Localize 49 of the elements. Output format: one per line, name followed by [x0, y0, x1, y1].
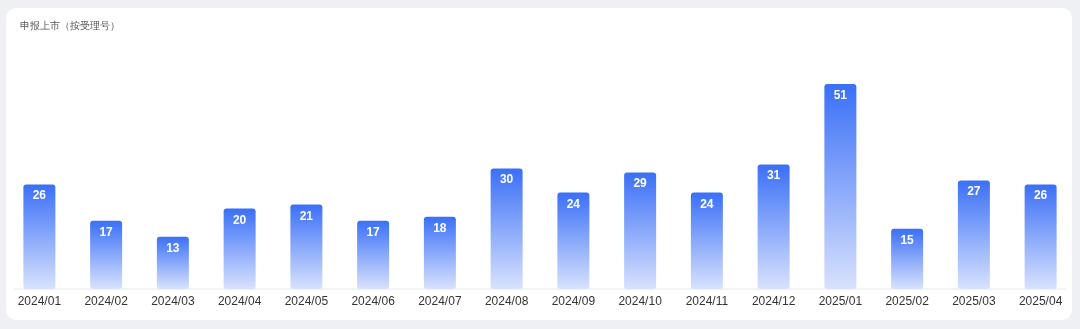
bar	[90, 220, 123, 289]
bar	[1024, 184, 1057, 289]
bar	[557, 192, 590, 289]
bar	[290, 204, 323, 289]
x-tick-label: 2024/09	[551, 294, 596, 308]
x-tick-label: 2024/06	[351, 294, 396, 308]
bar	[624, 172, 657, 289]
x-tick-label: 2024/01	[17, 294, 62, 308]
x-tick-label: 2024/10	[618, 294, 663, 308]
bar	[23, 184, 56, 289]
bar	[690, 192, 723, 289]
data-label: 13	[166, 240, 180, 255]
x-tick-label: 2025/01	[818, 294, 863, 308]
data-label: 27	[967, 184, 981, 199]
x-tick-label: 2024/07	[418, 294, 462, 308]
data-label: 17	[99, 224, 114, 239]
x-tick-label: 2024/12	[751, 294, 796, 308]
bar	[357, 220, 390, 289]
x-tick-label: 2025/02	[885, 294, 930, 308]
x-tick-label: 2025/04	[1018, 294, 1063, 308]
bar	[957, 180, 990, 289]
data-label: 29	[633, 176, 648, 191]
x-tick-label: 2024/11	[685, 294, 729, 308]
x-tick-label: 2024/08	[484, 294, 529, 308]
data-label: 26	[32, 188, 47, 203]
x-tick-label: 2024/02	[84, 294, 129, 308]
data-label: 31	[766, 168, 781, 183]
data-label: 15	[900, 232, 915, 247]
bar	[490, 168, 523, 289]
data-label: 51	[833, 88, 848, 102]
data-label: 30	[499, 172, 514, 187]
bar	[156, 236, 189, 289]
bar	[891, 228, 924, 289]
chart-title: 申报上市（按受理号）	[20, 20, 120, 31]
data-label: 17	[366, 224, 381, 239]
data-label: 20	[232, 212, 247, 227]
bar	[824, 84, 857, 289]
data-label: 21	[299, 208, 314, 223]
bar	[423, 216, 456, 289]
x-tick-label: 2024/03	[151, 294, 195, 308]
x-tick-label: 2025/03	[952, 294, 996, 308]
x-tick-label: 2024/04	[217, 294, 262, 308]
data-label: 18	[433, 220, 447, 235]
bar	[757, 164, 790, 289]
bar	[223, 208, 256, 289]
x-tick-label: 2024/05	[284, 294, 329, 308]
data-label: 26	[1033, 188, 1048, 203]
data-label: 24	[566, 196, 581, 211]
data-label: 24	[700, 196, 714, 211]
